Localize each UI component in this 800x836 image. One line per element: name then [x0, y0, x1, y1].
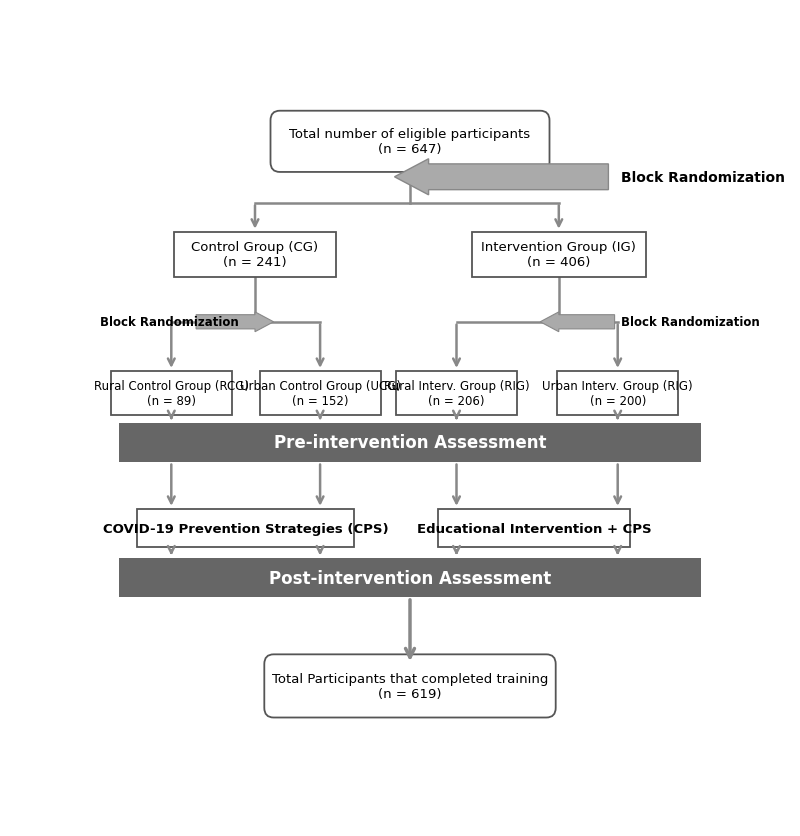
FancyBboxPatch shape — [118, 424, 702, 462]
FancyBboxPatch shape — [118, 558, 702, 597]
FancyBboxPatch shape — [174, 232, 336, 278]
Text: Control Group (CG)
(n = 241): Control Group (CG) (n = 241) — [191, 241, 318, 269]
FancyArrow shape — [540, 313, 614, 333]
FancyBboxPatch shape — [138, 509, 354, 548]
Text: Block Randomization: Block Randomization — [621, 171, 785, 185]
FancyArrow shape — [196, 313, 274, 333]
FancyBboxPatch shape — [264, 655, 556, 717]
Text: Block Randomization: Block Randomization — [100, 316, 238, 329]
Text: Intervention Group (IG)
(n = 406): Intervention Group (IG) (n = 406) — [482, 241, 636, 269]
FancyBboxPatch shape — [438, 509, 630, 548]
Text: Pre-intervention Assessment: Pre-intervention Assessment — [274, 434, 546, 451]
Text: Urban Interv. Group (RIG)
(n = 200): Urban Interv. Group (RIG) (n = 200) — [542, 380, 693, 407]
FancyBboxPatch shape — [472, 232, 646, 278]
Text: COVID-19 Prevention Strategies (CPS): COVID-19 Prevention Strategies (CPS) — [103, 522, 389, 535]
FancyBboxPatch shape — [260, 371, 381, 415]
Text: Educational Intervention + CPS: Educational Intervention + CPS — [417, 522, 651, 535]
FancyBboxPatch shape — [558, 371, 678, 415]
FancyArrow shape — [394, 160, 608, 196]
Text: Rural Interv. Group (RIG)
(n = 206): Rural Interv. Group (RIG) (n = 206) — [384, 380, 530, 407]
Text: Block Randomization: Block Randomization — [621, 316, 759, 329]
FancyBboxPatch shape — [111, 371, 232, 415]
FancyBboxPatch shape — [270, 111, 550, 173]
Text: Total number of eligible participants
(n = 647): Total number of eligible participants (n… — [290, 128, 530, 156]
Text: Rural Control Group (RCG)
(n = 89): Rural Control Group (RCG) (n = 89) — [94, 380, 249, 407]
Text: Total Participants that completed training
(n = 619): Total Participants that completed traini… — [272, 672, 548, 700]
Text: Urban Control Group (UCG)
(n = 152): Urban Control Group (UCG) (n = 152) — [240, 380, 401, 407]
FancyBboxPatch shape — [396, 371, 517, 415]
Text: Post-intervention Assessment: Post-intervention Assessment — [269, 569, 551, 587]
